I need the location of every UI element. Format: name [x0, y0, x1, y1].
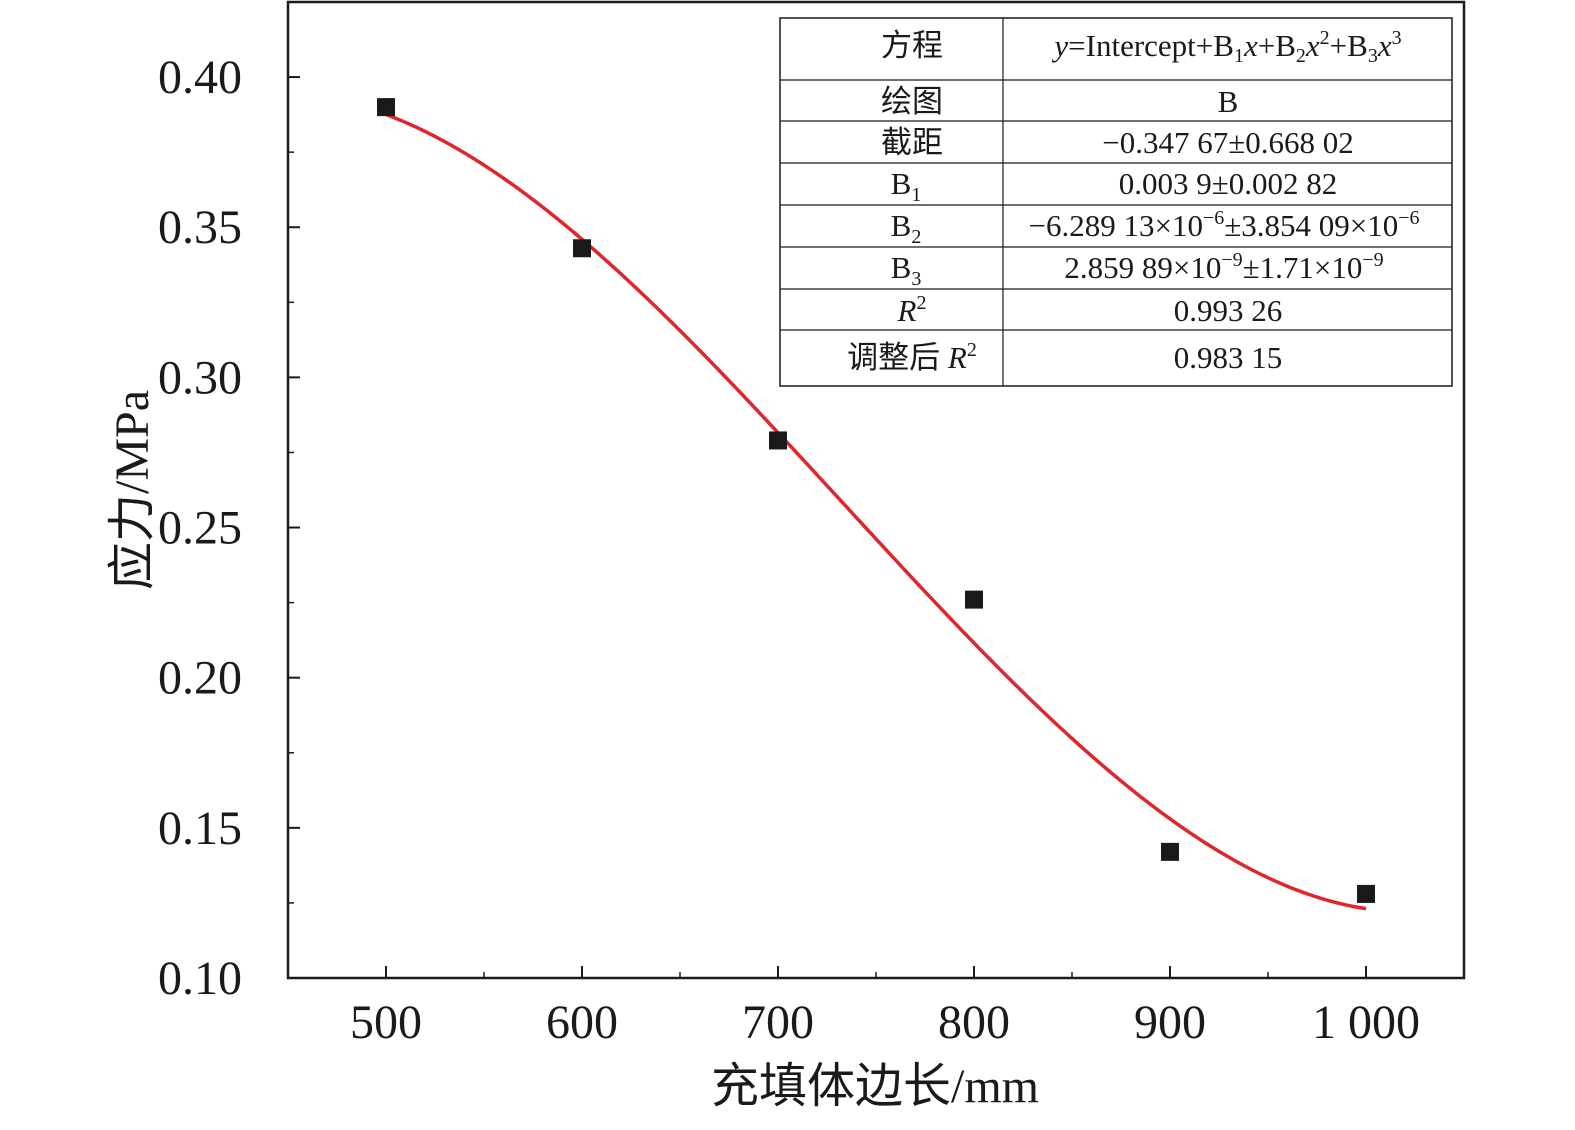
stats-value-r2: 0.993 26 — [1174, 293, 1283, 328]
stats-value-b2: −6.289 13×10−6±3.854 09×10−6 — [1028, 207, 1419, 243]
stats-value-intercept: −0.347 67±0.668 02 — [1102, 125, 1354, 160]
y-tick-label: 0.30 — [158, 351, 242, 404]
stats-label-r2: R2 — [897, 292, 927, 328]
stats-table-border — [779, 17, 1453, 387]
stats-value-equation: y=Intercept+B1x+B2x2+B3x3 — [1051, 27, 1401, 67]
x-axis-title: 充填体边长/mm — [711, 1060, 1039, 1113]
stats-label-adj-r2: 调整后 R2 — [847, 339, 977, 375]
x-tick-label: 600 — [546, 996, 618, 1049]
stats-label-intercept: 截距 — [881, 125, 943, 160]
x-tick-label: 1 000 — [1312, 996, 1420, 1049]
stats-value-plot: B — [1218, 84, 1239, 119]
x-axis-ticks: 500 600 700 800 900 1 000 — [350, 966, 1420, 1049]
y-tick-label: 0.20 — [158, 652, 242, 705]
data-point — [769, 431, 787, 450]
y-tick-label: 0.40 — [158, 51, 242, 104]
stats-value-b1: 0.003 9±0.002 82 — [1119, 166, 1338, 201]
stats-label-plot: 绘图 — [881, 84, 943, 119]
y-tick-label: 0.25 — [158, 502, 242, 555]
data-points — [377, 98, 1375, 903]
x-tick-label: 900 — [1134, 996, 1206, 1049]
y-tick-label: 0.15 — [158, 802, 242, 855]
data-point — [573, 239, 591, 258]
data-point — [1161, 842, 1179, 861]
fit-layer — [385, 112, 1367, 911]
x-tick-label: 500 — [350, 996, 422, 1049]
stats-label-equation: 方程 — [881, 28, 943, 63]
x-tick-label: 800 — [938, 996, 1010, 1049]
stats-value-adj-r2: 0.983 15 — [1174, 340, 1283, 375]
fit-curve — [385, 112, 1367, 911]
y-tick-label: 0.35 — [158, 201, 242, 254]
data-point — [965, 590, 983, 609]
data-point — [1357, 884, 1375, 903]
y-tick-label: 0.10 — [158, 952, 242, 1005]
stats-table: 方程 y=Intercept+B1x+B2x2+B3x3 绘图 B 截距 −0.… — [779, 17, 1453, 387]
y-axis-title: 应力/MPa — [106, 390, 159, 590]
y-axis-ticks: 0.10 0.15 0.20 0.25 0.30 0.35 0.40 — [158, 1, 300, 1005]
data-point — [377, 98, 395, 117]
x-tick-label: 700 — [742, 996, 814, 1049]
